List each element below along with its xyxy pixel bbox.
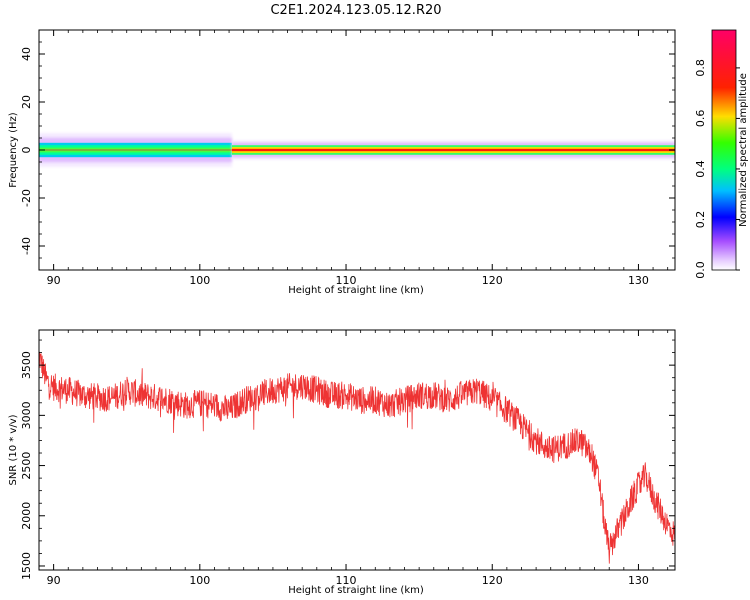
snr-x-tick-label: 100: [189, 574, 210, 587]
snr-frame: [38, 329, 676, 571]
spectrogram-panel: 90 100 110 120 130 -40 -20 0 20 40 Height of stra…: [8, 29, 676, 296]
spectrogram-x-axis-label: Height of straight line (km): [288, 285, 424, 296]
colorbar: 0.0 0.2 0.4 0.6 0.8 Normalized spectral ampl…: [694, 29, 749, 279]
colorbar-tick-label: 0.2: [694, 211, 707, 229]
snr-y-tick-label: 2000: [20, 502, 33, 530]
snr-series-line: [39, 350, 675, 564]
spectrogram-x-tick-label: 100: [189, 274, 210, 287]
snr-y-tick-label: 2500: [20, 452, 33, 480]
snr-x-tick-label: 130: [628, 574, 649, 587]
snr-panel: 90 100 110 120 130 1500 2000 2500 3000 3500 Heigh…: [8, 329, 676, 596]
spectrogram-ticks: 90 100 110 120 130 -40 -20 0 20 40: [20, 29, 675, 287]
spectrogram-x-tick-label: 90: [47, 274, 61, 287]
colorbar-ticks: 0.0 0.2 0.4 0.6 0.8: [694, 59, 740, 279]
colorbar-tick-label: 0.6: [694, 110, 707, 128]
spectrogram-x-tick-label: 130: [628, 274, 649, 287]
spectrogram-y-tick-label: -40: [20, 237, 33, 255]
snr-y-tick-label: 3000: [20, 401, 33, 429]
snr-x-axis-label: Height of straight line (km): [288, 585, 424, 596]
colorbar-gradient: [711, 29, 737, 271]
snr-x-tick-label: 110: [336, 574, 357, 587]
colorbar-tick-label: 0.4: [694, 160, 707, 178]
spectrogram-x-tick-label: 120: [482, 274, 503, 287]
spectrogram-y-tick-label: -20: [20, 189, 33, 207]
snr-y-tick-label: 1500: [20, 552, 33, 580]
snr-y-axis-label: SNR (10 * v/v): [8, 414, 19, 485]
snr-x-tick-label: 90: [47, 574, 61, 587]
snr-plot-area: [39, 330, 675, 570]
colorbar-label: Normalized spectral amplitude: [738, 73, 749, 227]
spectral-band: [39, 133, 675, 167]
snr-ticks: 90 100 110 120 130 1500 2000 2500 3000 3500: [20, 330, 675, 587]
spectrogram-y-axis-label: Frequency (Hz): [8, 112, 19, 188]
spectrogram-y-tick-label: 0: [20, 147, 33, 154]
spectrogram-y-tick-label: 20: [20, 95, 33, 109]
colorbar-tick-label: 0.0: [694, 261, 707, 279]
spectrogram-y-tick-label: 40: [20, 47, 33, 61]
snr-x-tick-label: 120: [482, 574, 503, 587]
chart-title: C2E1.2024.123.05.12.R20: [270, 3, 441, 18]
colorbar-tick-label: 0.8: [694, 59, 707, 77]
snr-y-tick-label: 3500: [20, 351, 33, 379]
spectrogram-x-tick-label: 110: [336, 274, 357, 287]
